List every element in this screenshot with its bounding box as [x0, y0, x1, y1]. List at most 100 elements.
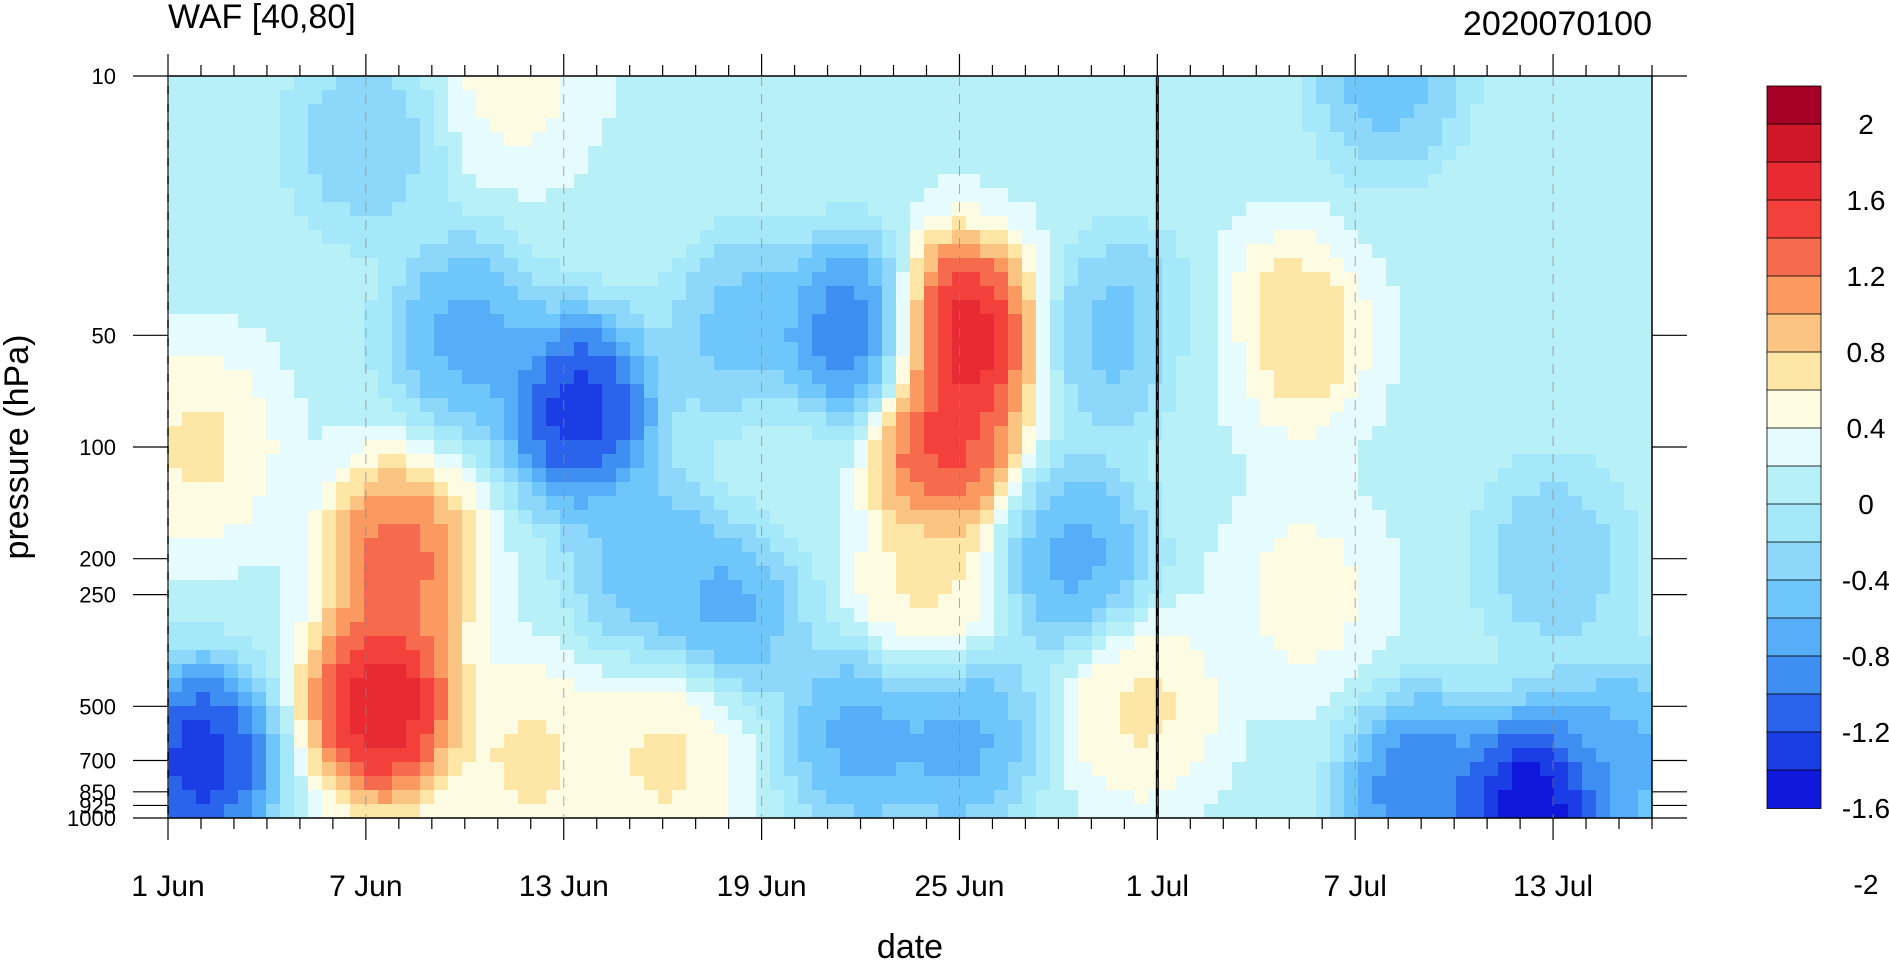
- contour-cell: [812, 356, 827, 371]
- contour-cell: [1554, 132, 1569, 147]
- contour-cell: [1246, 692, 1261, 707]
- contour-cell: [1176, 496, 1191, 511]
- contour-cell: [1064, 132, 1079, 147]
- contour-cell: [490, 314, 505, 329]
- contour-cell: [1162, 132, 1177, 147]
- contour-cell: [574, 216, 589, 231]
- contour-cell: [1414, 678, 1429, 693]
- contour-cell: [756, 636, 771, 651]
- contour-cell: [1162, 370, 1177, 385]
- contour-cell: [868, 90, 883, 105]
- contour-cell: [868, 202, 883, 217]
- contour-cell: [588, 552, 603, 567]
- contour-cell: [224, 272, 239, 287]
- contour-cell: [868, 412, 883, 427]
- contour-cell: [1148, 608, 1163, 623]
- contour-cell: [1148, 412, 1163, 427]
- contour-cell: [966, 412, 981, 427]
- contour-cell: [518, 104, 533, 119]
- contour-cell: [840, 482, 855, 497]
- contour-cell: [448, 678, 463, 693]
- contour-cell: [476, 706, 491, 721]
- contour-cell: [826, 370, 841, 385]
- contour-cell: [1638, 216, 1652, 231]
- contour-cell: [1624, 706, 1639, 721]
- contour-cell: [266, 496, 281, 511]
- contour-cell: [1442, 216, 1457, 231]
- contour-cell: [350, 342, 365, 357]
- contour-cell: [770, 202, 785, 217]
- contour-cell: [644, 244, 659, 259]
- contour-cell: [672, 174, 687, 189]
- contour-cell: [182, 650, 197, 665]
- contour-cell: [420, 118, 435, 133]
- contour-cell: [630, 244, 645, 259]
- contour-cell: [168, 160, 183, 175]
- contour-cell: [364, 692, 379, 707]
- contour-cell: [434, 706, 449, 721]
- contour-cell: [1372, 706, 1387, 721]
- contour-cell: [378, 370, 393, 385]
- contour-cell: [280, 76, 295, 91]
- contour-cell: [1442, 132, 1457, 147]
- contour-cell: [392, 370, 407, 385]
- contour-cell: [1414, 608, 1429, 623]
- contour-cell: [532, 580, 547, 595]
- contour-cell: [616, 104, 631, 119]
- contour-cell: [672, 300, 687, 315]
- contour-cell: [1554, 650, 1569, 665]
- contour-cell: [224, 538, 239, 553]
- contour-cell: [490, 398, 505, 413]
- contour-cell: [700, 454, 715, 469]
- contour-cell: [658, 524, 673, 539]
- contour-cell: [784, 398, 799, 413]
- contour-cell: [1148, 258, 1163, 273]
- contour-cell: [210, 566, 225, 581]
- contour-cell: [602, 454, 617, 469]
- contour-cell: [1330, 720, 1345, 735]
- contour-cell: [1148, 580, 1163, 595]
- contour-cell: [294, 412, 309, 427]
- contour-cell: [448, 328, 463, 343]
- contour-cell: [378, 342, 393, 357]
- contour-cell: [434, 174, 449, 189]
- contour-cell: [714, 356, 729, 371]
- contour-cell: [588, 202, 603, 217]
- contour-cell: [448, 636, 463, 651]
- contour-cell: [420, 636, 435, 651]
- contour-cell: [1568, 454, 1583, 469]
- contour-cell: [1358, 244, 1373, 259]
- contour-cell: [1442, 398, 1457, 413]
- contour-cell: [658, 174, 673, 189]
- contour-cell: [182, 454, 197, 469]
- contour-cell: [350, 720, 365, 735]
- contour-cell: [1456, 160, 1471, 175]
- contour-cell: [322, 342, 337, 357]
- contour-cell: [1526, 454, 1541, 469]
- contour-cell: [280, 90, 295, 105]
- contour-cell: [1344, 720, 1359, 735]
- contour-cell: [448, 496, 463, 511]
- contour-cell: [588, 622, 603, 637]
- contour-cell: [1596, 174, 1611, 189]
- contour-cell: [1092, 202, 1107, 217]
- contour-cell: [714, 160, 729, 175]
- contour-cell: [308, 692, 323, 707]
- contour-cell: [854, 132, 869, 147]
- contour-cell: [616, 524, 631, 539]
- contour-cell: [1610, 300, 1625, 315]
- contour-cell: [1400, 412, 1415, 427]
- contour-cell: [504, 706, 519, 721]
- contour-cell: [322, 230, 337, 245]
- contour-cell: [1190, 272, 1205, 287]
- contour-cell: [630, 398, 645, 413]
- contour-cell: [840, 160, 855, 175]
- contour-cell: [602, 468, 617, 483]
- contour-cell: [1554, 286, 1569, 301]
- contour-cell: [868, 580, 883, 595]
- contour-cell: [1008, 650, 1023, 665]
- contour-cell: [854, 566, 869, 581]
- contour-cell: [1050, 412, 1065, 427]
- contour-cell: [994, 216, 1009, 231]
- contour-cell: [1358, 636, 1373, 651]
